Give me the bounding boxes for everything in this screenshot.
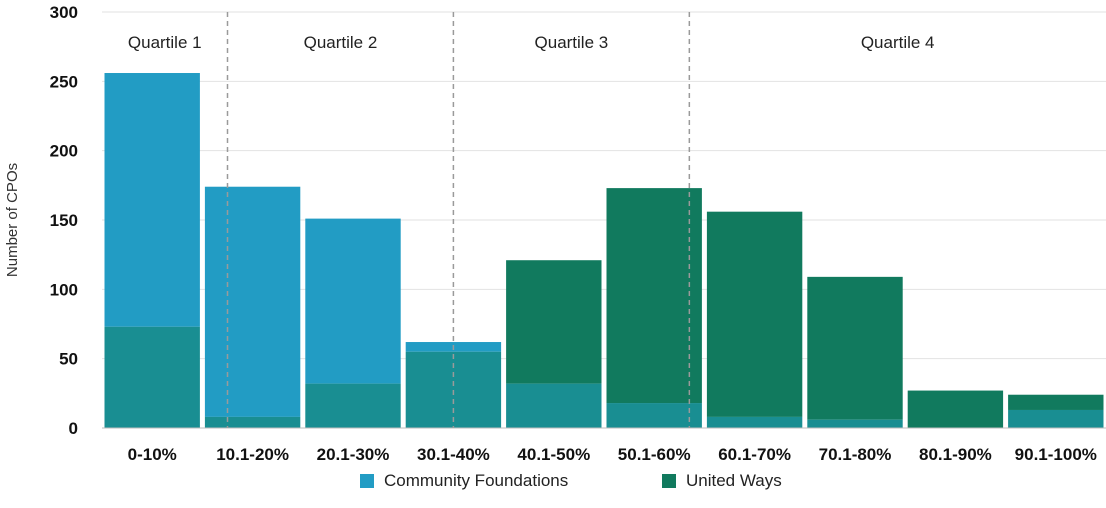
legend-item-united-ways: United Ways: [662, 471, 782, 491]
bar-united-ways-60-1-70: [706, 211, 803, 417]
x-tick-label: 0-10%: [128, 445, 177, 464]
x-tick-label: 30.1-40%: [417, 445, 490, 464]
bar-united-ways-70-1-80: [807, 276, 903, 420]
bar-united-ways-90-1-100: [1008, 394, 1104, 410]
bar-united-ways-40-1-50: [506, 260, 602, 384]
y-tick-label: 50: [59, 350, 78, 369]
x-tick-label: 80.1-90%: [919, 445, 992, 464]
bar-community-foundations-40-1-50: [506, 383, 602, 428]
x-tick-label: 10.1-20%: [216, 445, 289, 464]
bar-community-foundations-50-1-60: [606, 403, 702, 428]
bar-united-ways-20-1-30: [305, 383, 401, 428]
y-tick-label: 300: [50, 3, 78, 22]
legend-swatch-community-foundations: [360, 474, 374, 488]
bar-united-ways-10-1-20: [204, 416, 301, 428]
y-axis-title: Number of CPOs: [4, 163, 21, 277]
x-tick-label: 90.1-100%: [1015, 445, 1097, 464]
legend-label-united-ways: United Ways: [686, 471, 782, 490]
legend-label-community-foundations: Community Foundations: [384, 471, 569, 490]
bar-community-foundations-70-1-80: [807, 419, 903, 428]
bar-united-ways-0-10: [104, 326, 200, 428]
quartile-label-1: Quartile 1: [128, 33, 202, 52]
bar-community-foundations-10-1-20: [204, 186, 301, 417]
legend-swatch-united-ways: [662, 474, 676, 488]
quartile-label-2: Quartile 2: [304, 33, 378, 52]
y-tick-label: 0: [69, 419, 78, 438]
x-tick-label: 20.1-30%: [317, 445, 390, 464]
legend: Community Foundations United Ways: [0, 471, 1106, 495]
legend-item-community-foundations: Community Foundations: [360, 471, 568, 491]
quartile-label-3: Quartile 3: [535, 33, 609, 52]
x-tick-label: 50.1-60%: [618, 445, 691, 464]
bar-community-foundations-0-10: [104, 73, 200, 327]
y-tick-label: 100: [50, 280, 78, 299]
x-tick-label: 40.1-50%: [517, 445, 590, 464]
x-tick-label: 60.1-70%: [718, 445, 791, 464]
y-tick-label: 200: [50, 142, 78, 161]
y-tick-label: 150: [50, 211, 78, 230]
y-tick-label: 250: [50, 72, 78, 91]
x-tick-label: 70.1-80%: [819, 445, 892, 464]
bar-community-foundations-60-1-70: [706, 416, 803, 428]
bar-community-foundations-90-1-100: [1008, 409, 1104, 428]
bar-united-ways-80-1-90: [907, 390, 1004, 428]
bar-united-ways-50-1-60: [606, 188, 702, 404]
quartile-label-4: Quartile 4: [861, 33, 935, 52]
chart: 0 50 100 150 200 250 300 Number of CPOs 0-10% 10.…: [4, 3, 1106, 464]
bar-community-foundations-20-1-30: [305, 218, 401, 384]
